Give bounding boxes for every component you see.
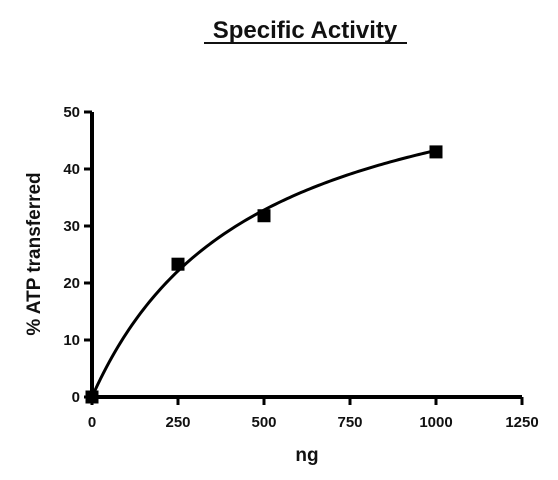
x-axis-label: ng: [295, 445, 318, 466]
y-tick-label: 30: [63, 218, 80, 235]
fit-curve: [90, 148, 437, 398]
x-tick-label: 250: [165, 414, 190, 431]
data-point: [171, 257, 185, 271]
x-tick-label: 1250: [505, 414, 538, 431]
y-tick-label: 0: [72, 389, 80, 406]
x-tick-label: 500: [251, 414, 276, 431]
y-tick-label: 20: [63, 275, 80, 292]
y-tick-label: 40: [63, 161, 80, 178]
data-point: [429, 145, 443, 159]
chart-title: Specific Activity: [213, 17, 398, 44]
y-tick-label: 10: [63, 332, 80, 349]
data-point: [85, 390, 99, 404]
data-point: [257, 209, 271, 223]
y-axis-label: % ATP transferred: [24, 172, 45, 335]
x-tick-label: 0: [88, 414, 96, 431]
x-tick-label: 750: [337, 414, 362, 431]
x-tick-label: 1000: [419, 414, 452, 431]
y-tick-label: 50: [63, 104, 80, 121]
plot-area: 0 250 500 750 1000 1250 0 10 20 30 40 50: [63, 104, 538, 431]
